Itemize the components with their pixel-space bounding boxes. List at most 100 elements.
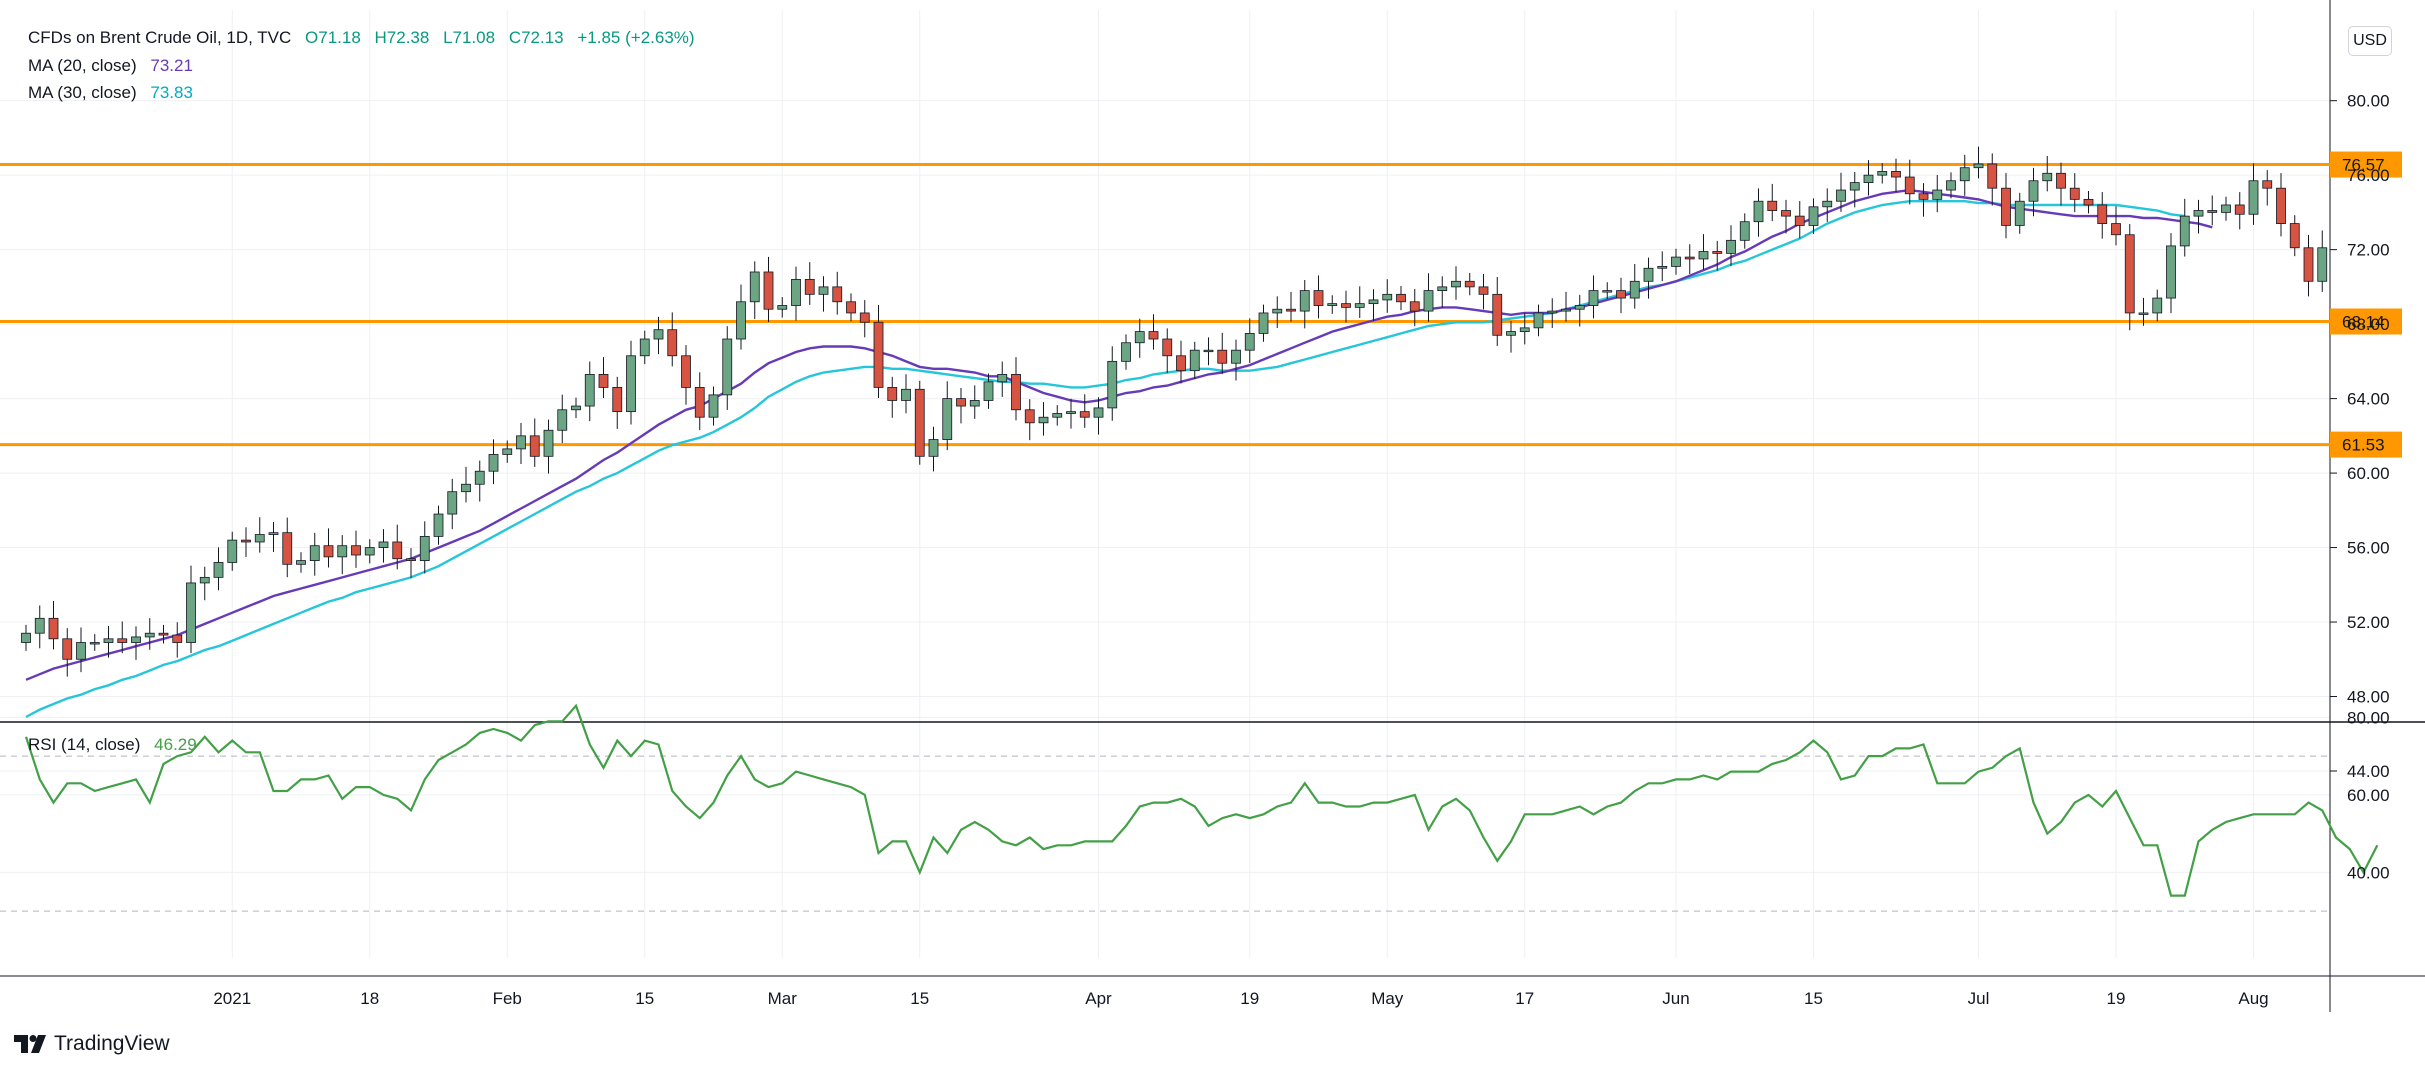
candle-up[interactable]: [791, 266, 801, 321]
candle-up[interactable]: [1698, 234, 1709, 270]
candle-down[interactable]: [2207, 195, 2218, 226]
candle-up[interactable]: [474, 460, 485, 502]
candle-down[interactable]: [1313, 275, 1324, 319]
candle-up[interactable]: [2166, 233, 2176, 314]
candle-up[interactable]: [2138, 297, 2149, 326]
candle-down[interactable]: [2276, 173, 2286, 237]
candle-down[interactable]: [1162, 328, 1173, 374]
candle-down[interactable]: [1794, 201, 1805, 239]
tradingview-logo[interactable]: TradingView: [14, 1032, 170, 1056]
candle-up[interactable]: [1093, 397, 1104, 435]
candle-up[interactable]: [639, 330, 650, 365]
candle-down[interactable]: [1987, 153, 1998, 206]
candle-up[interactable]: [103, 625, 114, 658]
candle-up[interactable]: [2179, 198, 2190, 257]
rsi-pane[interactable]: [24, 703, 2379, 897]
candle-down[interactable]: [2001, 173, 2011, 239]
candle-down[interactable]: [323, 528, 334, 568]
candle-up[interactable]: [1368, 289, 1379, 321]
candle-up[interactable]: [2317, 230, 2328, 292]
candle-up[interactable]: [268, 522, 279, 552]
candle-down[interactable]: [914, 380, 925, 465]
candle-down[interactable]: [1396, 285, 1406, 311]
candle-up[interactable]: [557, 394, 568, 444]
candle-up[interactable]: [1121, 334, 1131, 370]
candle-down[interactable]: [48, 600, 59, 650]
ma20-legend[interactable]: MA (20, close) 73.21: [28, 56, 202, 76]
candle-up[interactable]: [1959, 154, 1970, 196]
ma30-legend[interactable]: MA (30, close) 73.83: [28, 83, 202, 103]
candle-up[interactable]: [1822, 188, 1833, 222]
candle-down[interactable]: [694, 372, 705, 431]
candle-up[interactable]: [543, 419, 554, 474]
candle-up[interactable]: [626, 340, 636, 425]
candle-up[interactable]: [1932, 174, 1943, 213]
candle-up[interactable]: [1382, 279, 1393, 313]
candle-up[interactable]: [1203, 337, 1214, 366]
candle-down[interactable]: [351, 530, 361, 568]
candle-down[interactable]: [612, 376, 623, 429]
candle-up[interactable]: [1107, 346, 1118, 421]
candle-up[interactable]: [1574, 294, 1585, 327]
candle-up[interactable]: [516, 422, 526, 464]
candle-up[interactable]: [901, 374, 911, 414]
candle-up[interactable]: [2193, 199, 2204, 234]
candle-down[interactable]: [681, 345, 691, 405]
candle-up[interactable]: [296, 552, 306, 573]
candle-up[interactable]: [1726, 225, 1736, 267]
candle-up[interactable]: [364, 539, 375, 564]
candle-down[interactable]: [406, 548, 416, 578]
candle-up[interactable]: [1354, 286, 1365, 318]
candle-up[interactable]: [1588, 275, 1599, 319]
candle-up[interactable]: [89, 634, 100, 651]
candle-up[interactable]: [969, 385, 980, 419]
candle-up[interactable]: [461, 466, 471, 503]
candle-down[interactable]: [241, 527, 251, 558]
candle-down[interactable]: [2262, 170, 2273, 206]
candle-down[interactable]: [1478, 274, 1489, 310]
candle-up[interactable]: [1863, 160, 1874, 196]
candle-down[interactable]: [846, 293, 856, 322]
candle-down[interactable]: [62, 628, 73, 677]
candle-down[interactable]: [1079, 394, 1090, 428]
candle-down[interactable]: [282, 517, 293, 578]
candle-up[interactable]: [928, 426, 939, 472]
candle-up[interactable]: [1437, 276, 1448, 308]
candle-up[interactable]: [1561, 291, 1571, 322]
candle-up[interactable]: [144, 618, 155, 650]
candle-up[interactable]: [1327, 295, 1338, 314]
candle-down[interactable]: [1918, 183, 1929, 217]
candle-up[interactable]: [21, 624, 31, 651]
currency-button[interactable]: USD: [2348, 26, 2392, 56]
candle-up[interactable]: [1753, 188, 1764, 237]
candle-up[interactable]: [34, 605, 45, 649]
candle-up[interactable]: [254, 517, 265, 553]
candle-up[interactable]: [186, 565, 196, 654]
candle-down[interactable]: [158, 624, 169, 644]
candle-up[interactable]: [1189, 341, 1200, 380]
candle-up[interactable]: [502, 440, 513, 463]
candle-up[interactable]: [653, 316, 664, 355]
candle-down[interactable]: [172, 622, 183, 658]
candle-down[interactable]: [956, 387, 966, 424]
candle-up[interactable]: [1052, 405, 1063, 426]
candle-down[interactable]: [1341, 290, 1351, 323]
candle-down[interactable]: [667, 312, 678, 367]
candle-down[interactable]: [1767, 183, 1778, 222]
candle-up[interactable]: [199, 566, 210, 601]
candle-down[interactable]: [1148, 314, 1159, 350]
candle-up[interactable]: [942, 381, 953, 451]
symbol-legend[interactable]: CFDs on Brent Crude Oil, 1D, TVC O71.18 …: [28, 28, 704, 48]
candle-down[interactable]: [1684, 244, 1695, 275]
candle-down[interactable]: [1011, 357, 1021, 421]
candle-up[interactable]: [1849, 171, 1860, 208]
candle-up[interactable]: [2152, 289, 2163, 322]
candle-up[interactable]: [2248, 163, 2259, 225]
candle-up[interactable]: [983, 373, 994, 409]
candle-down[interactable]: [1217, 332, 1228, 374]
candle-up[interactable]: [1973, 146, 1984, 179]
candle-down[interactable]: [2124, 224, 2135, 331]
candle-down[interactable]: [804, 262, 815, 305]
candle-down[interactable]: [2083, 190, 2094, 214]
